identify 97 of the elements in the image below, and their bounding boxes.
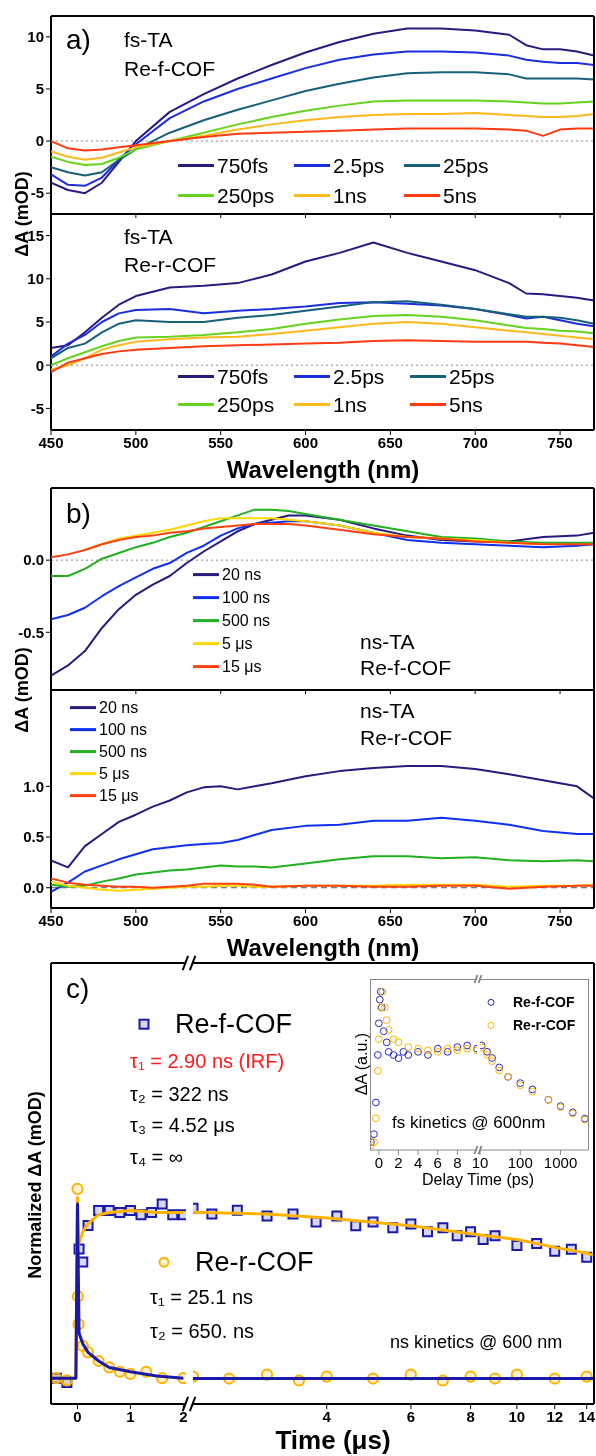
legend-label: 25ps	[443, 153, 489, 178]
x-tick-label: 12	[546, 1407, 564, 1425]
legend-label: Re-f-COF	[513, 994, 575, 1011]
annotation: fs-TA	[124, 225, 173, 249]
legend-label: 500 ns	[222, 611, 271, 630]
text: τ₄ = ∞	[130, 1146, 184, 1169]
x-tick-label: 600	[293, 911, 319, 929]
text: τ₃ = 4.52 μs	[130, 1114, 235, 1137]
legend-label: 5ns	[449, 392, 483, 417]
legend-label: 100 ns	[99, 720, 148, 739]
y-tick-label: 0	[35, 132, 44, 150]
x-tick-label: 550	[208, 911, 234, 929]
y-tick-label: 1.0	[23, 777, 44, 795]
x-tick-label: 650	[377, 911, 403, 929]
y-tick-label: 10	[27, 270, 44, 288]
x-tick-label: 700	[462, 433, 488, 451]
legend-label: 1ns	[333, 183, 367, 208]
annotation: τ₂ = 650. ns	[150, 1320, 255, 1343]
y-tick-label: 0	[35, 356, 44, 374]
legend-label: 20 ns	[99, 698, 139, 717]
x-tick-label: 1000	[543, 1153, 578, 1171]
annotation: fs-TA	[124, 28, 173, 52]
x-tick-label: 500	[123, 911, 149, 929]
legend-label: 25ps	[449, 364, 495, 389]
annotation: fs kinetics @ 600nm	[392, 1113, 546, 1133]
x-tick-label: 450	[38, 433, 64, 451]
legend-label: 250ps	[217, 183, 275, 208]
y-axis-title: ΔA (mOD)	[11, 647, 33, 733]
text: τ₂ = 322 ns	[130, 1083, 229, 1106]
x-tick-label: 8	[453, 1153, 462, 1171]
annotation: a)	[66, 24, 91, 56]
x-axis-title: Wavelength (nm)	[226, 456, 420, 484]
legend-label: 250ps	[217, 392, 275, 417]
x-tick-label: 14	[578, 1407, 596, 1425]
annotation: Re-f-COF	[360, 656, 451, 680]
y-axis-title: Normalized ΔA (mOD)	[24, 1091, 46, 1279]
legend-label: 15 μs	[222, 657, 262, 676]
legend-label: 2.5ps	[333, 153, 385, 178]
legend-label: 100 ns	[222, 588, 271, 607]
x-axis-title: Wavelength (nm)	[226, 934, 420, 962]
annotation: Re-r-COF	[360, 726, 453, 750]
legend-label: 5 μs	[222, 634, 253, 653]
x-tick-label: 500	[123, 433, 149, 451]
x-tick-label: 550	[208, 433, 234, 451]
annotation: b)	[66, 498, 91, 530]
legend-label: 750fs	[217, 153, 269, 178]
y-tick-label: -5	[30, 399, 44, 417]
text: c)	[66, 973, 90, 1005]
text: τ₁ = 2.90 ns (IRF)	[130, 1050, 285, 1073]
legend-label: 500 ns	[99, 742, 148, 761]
x-tick-label: 4	[322, 1407, 332, 1425]
y-tick-label: 0.5	[23, 828, 44, 846]
annotation: Re-r-COF	[124, 253, 217, 277]
legend-label: Re-f-COF	[175, 1008, 292, 1040]
x-tick-label: 600	[293, 433, 319, 451]
x-tick-label: 450	[38, 911, 64, 929]
x-tick-label: 750	[547, 433, 573, 451]
legend-label: 2.5ps	[333, 364, 385, 389]
x-tick-label: 4	[413, 1153, 423, 1171]
x-tick-label: 700	[462, 911, 488, 929]
legend-label: 750fs	[217, 364, 269, 389]
legend-label: 5ns	[443, 183, 477, 208]
legend-label: 1ns	[333, 392, 367, 417]
x-tick-label: 10	[471, 1153, 489, 1171]
x-tick-label: 6	[433, 1153, 442, 1171]
x-tick-label: 650	[377, 433, 403, 451]
x-tick-label: 750	[547, 911, 573, 929]
annotation: τ₁ = 25.1 ns	[150, 1286, 254, 1309]
x-tick-label: 8	[466, 1407, 475, 1425]
x-tick-label: 0	[374, 1153, 384, 1171]
x-tick-label: 0	[73, 1407, 82, 1425]
legend-label: Re-r-COF	[195, 1246, 314, 1278]
legend-label: 5 μs	[99, 764, 130, 783]
x-axis-title: Time (μs)	[275, 1424, 391, 1456]
y-tick-label: 10	[27, 28, 44, 46]
annotation: Re-f-COF	[124, 57, 215, 81]
x-tick-label: 100	[507, 1153, 533, 1171]
x-tick-label: 10	[508, 1407, 526, 1425]
x-axis-title: Delay Time (ps)	[421, 1171, 535, 1189]
x-tick-label: 2	[179, 1407, 188, 1425]
legend-label: Re-r-COF	[513, 1017, 576, 1034]
y-tick-label: 0.0	[23, 879, 44, 897]
x-tick-label: 2	[394, 1153, 403, 1171]
y-tick-label: 15	[27, 226, 44, 244]
y-tick-label: 0.0	[23, 551, 44, 569]
x-tick-label: 1	[126, 1407, 135, 1425]
annotation: ns-TA	[360, 630, 415, 654]
y-tick-label: 5	[35, 313, 44, 331]
y-axis-title: ΔA (a.u.)	[353, 1032, 371, 1096]
y-tick-label: 5	[35, 80, 44, 98]
y-tick-label: -5	[30, 184, 44, 202]
annotation: ns kinetics @ 600 nm	[390, 1332, 563, 1353]
y-tick-label: -0.5	[18, 623, 44, 641]
x-tick-label: 6	[406, 1407, 416, 1425]
annotation: ns-TA	[360, 699, 415, 723]
legend-label: 15 μs	[99, 786, 139, 805]
legend-label: 20 ns	[222, 565, 262, 584]
